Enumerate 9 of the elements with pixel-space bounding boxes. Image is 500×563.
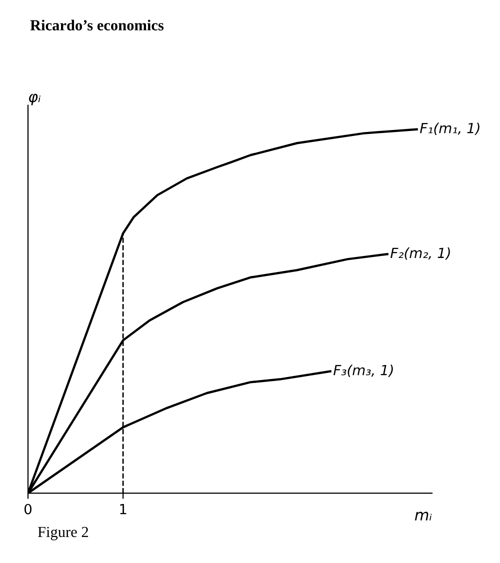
- series-label: F₂(m₂, 1): [390, 247, 450, 260]
- series-label: F₃(m₃, 1): [334, 364, 393, 377]
- series-label: F₁(m₁, 1): [420, 122, 480, 135]
- caption: Figure 2: [38, 526, 88, 540]
- x-tick-label: 1: [120, 504, 126, 514]
- chart-title: Ricardo’s economics: [30, 20, 164, 30]
- x-axis-title: mᵢ: [414, 512, 432, 520]
- x-tick-label: 0: [24, 504, 32, 514]
- y-axis-title: φᵢ: [29, 94, 40, 106]
